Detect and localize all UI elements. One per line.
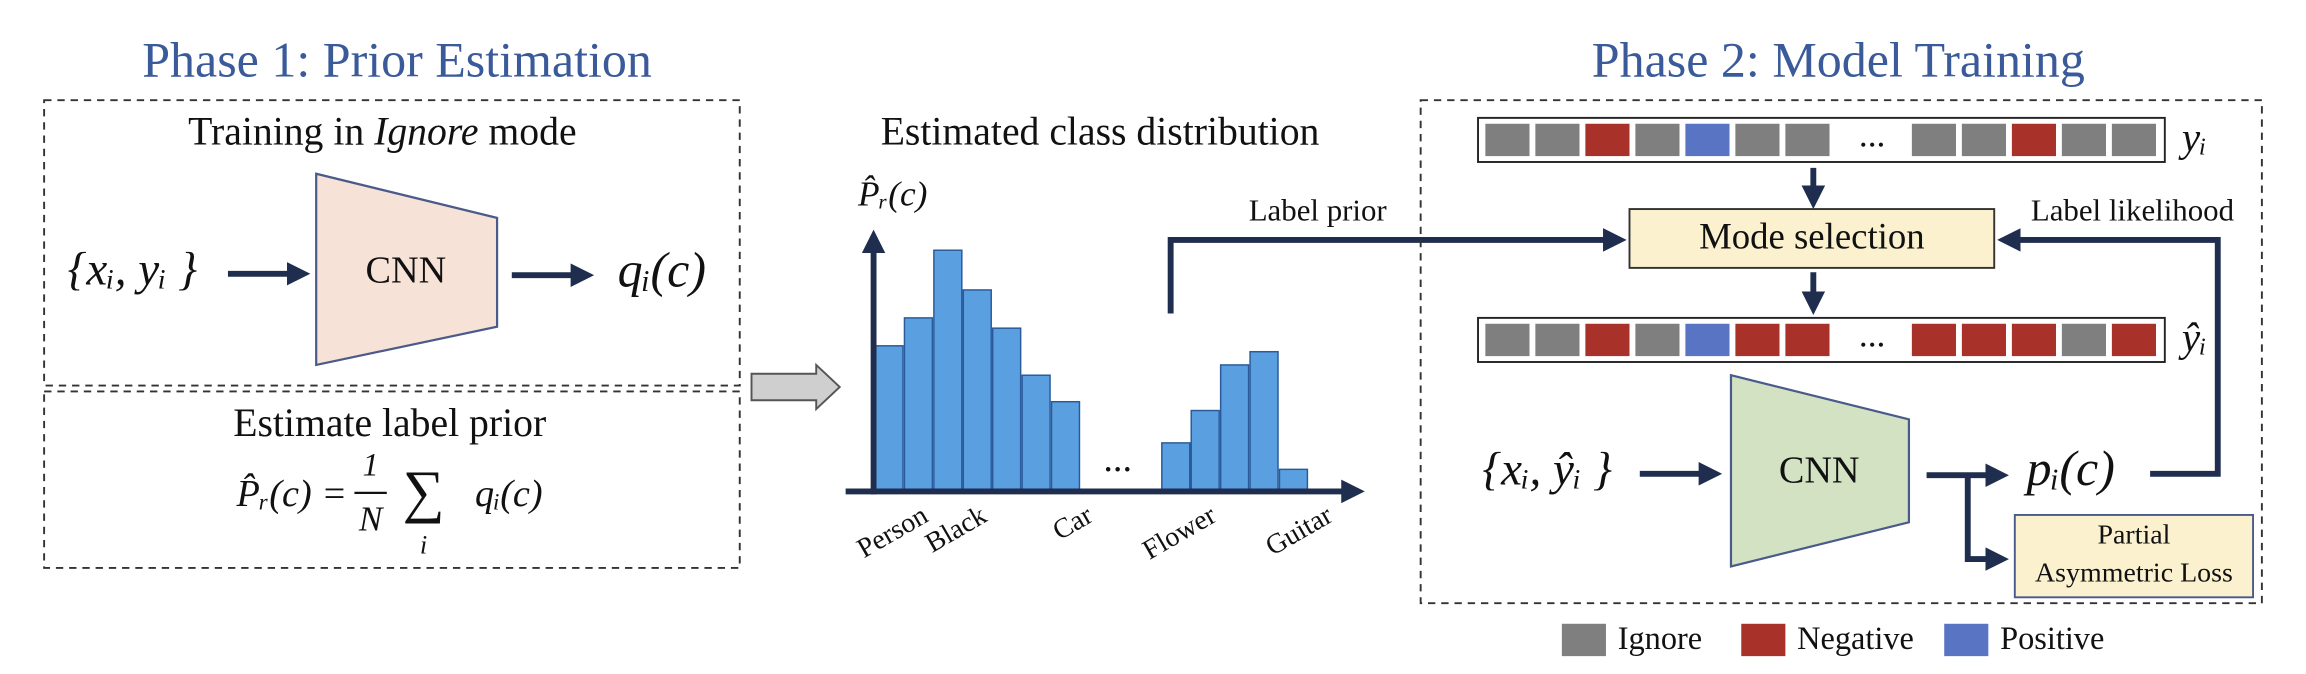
- ellipsis: ...: [1859, 316, 1885, 355]
- formula: P̂ᵣ(c) =: [236, 473, 348, 515]
- bar: [1050, 400, 1081, 493]
- panel-title: Training in Ignore mode: [188, 110, 576, 154]
- legend-swatch: [1561, 623, 1606, 657]
- loss-box: [2013, 513, 2255, 599]
- ellipsis: ...: [1859, 116, 1885, 155]
- input: {xᵢ, ŷᵢ }: [1482, 444, 1612, 496]
- bar: [1249, 350, 1279, 493]
- box-label: Asymmetric Loss: [2035, 558, 2233, 589]
- legend-label: Negative: [1797, 620, 1914, 656]
- formula: qᵢ(c): [475, 473, 543, 515]
- bar: [933, 249, 963, 493]
- ellipsis: ...: [1103, 438, 1132, 480]
- panel-title: Estimate label prior: [233, 401, 546, 445]
- class-labels: Person Black Car Flower Guitar: [852, 499, 1338, 566]
- text: mode: [478, 110, 576, 154]
- cnn-block: [315, 172, 499, 367]
- formula: i: [420, 529, 427, 559]
- panel: [43, 99, 741, 387]
- legend: Ignore Negative Positive: [1561, 620, 2104, 657]
- label-cells: [1485, 123, 2156, 157]
- class-label: Car: [1047, 499, 1098, 546]
- formula: ∑: [403, 459, 445, 524]
- arrow: [1964, 475, 2009, 571]
- arrow: [1167, 228, 1627, 314]
- bar: [903, 317, 934, 493]
- box-label: Partial: [2097, 519, 2170, 550]
- cnn-label: CNN: [1779, 450, 1860, 492]
- big-arrow: [750, 362, 842, 412]
- cnn-label: CNN: [366, 250, 447, 292]
- legend-swatch: [1944, 623, 1989, 657]
- text: Ignore: [373, 110, 478, 154]
- label-cells: [1485, 323, 2156, 357]
- legend-label: Ignore: [1618, 620, 1702, 656]
- bar: [874, 345, 904, 493]
- class-label: Flower: [1137, 499, 1222, 566]
- class-label: Guitar: [1260, 499, 1338, 562]
- histogram: [874, 249, 1309, 493]
- bar: [1219, 364, 1250, 493]
- class-label: Black: [920, 500, 992, 559]
- legend-label: Positive: [2000, 620, 2104, 656]
- formula: 1: [363, 446, 379, 482]
- output: pᵢ(c): [2023, 440, 2114, 496]
- bar: [1161, 442, 1191, 493]
- panel: [43, 390, 741, 569]
- phase-title: Phase 2: Model Training: [1592, 31, 2085, 87]
- mode-selection-box: [1628, 208, 1996, 269]
- bar: [1190, 409, 1220, 493]
- input: {xᵢ, yᵢ }: [68, 244, 198, 296]
- bar: [991, 327, 1022, 493]
- formula: N: [358, 499, 385, 538]
- bar: [1278, 468, 1309, 493]
- bar: [962, 289, 992, 493]
- panel: [1419, 99, 2263, 605]
- chart-title: Estimated class distribution: [881, 110, 1320, 154]
- axis-label: P̂ᵣ(c): [857, 174, 927, 214]
- output: qᵢ(c): [618, 242, 706, 298]
- legend-swatch: [1741, 623, 1786, 657]
- text: Training in: [188, 110, 374, 154]
- vector-label: yᵢ: [2178, 114, 2207, 160]
- arrow: [1997, 228, 2221, 477]
- link-label: Label likelihood: [2031, 193, 2235, 228]
- phase-title: Phase 1: Prior Estimation: [142, 31, 652, 87]
- vector-label: ŷᵢ: [2178, 314, 2207, 360]
- link-label: Label prior: [1249, 193, 1388, 228]
- cnn-block: [1729, 373, 1911, 568]
- bar: [1021, 374, 1051, 493]
- box-label: Mode selection: [1699, 215, 1925, 256]
